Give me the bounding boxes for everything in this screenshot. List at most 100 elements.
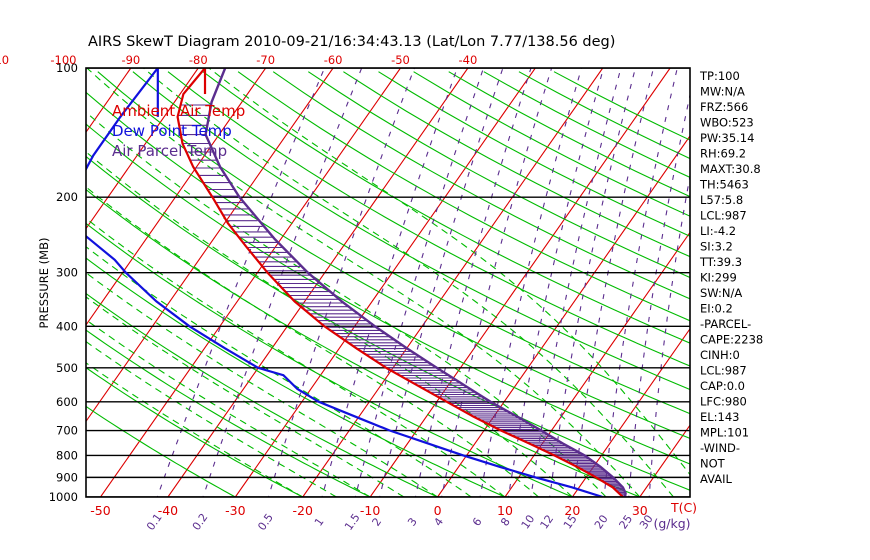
- bottom-temp-tick: 30: [632, 503, 648, 518]
- temperature-axis-label: T(C): [670, 500, 697, 515]
- moist-adiabat-line: [86, 362, 303, 497]
- plot-frame: [85, 67, 691, 498]
- legend-item-1: Ambient Air Temp: [112, 102, 245, 120]
- index-lcl: LCL:987: [700, 209, 747, 223]
- dry-adiabat-line: [343, 71, 690, 258]
- index-pw: PW:35.14: [700, 131, 754, 145]
- moist-adiabat-line: [143, 68, 674, 497]
- mixing-ratio-line: [414, 68, 532, 497]
- top-temp-tick: -90: [121, 53, 140, 67]
- index-el: EL:143: [700, 410, 740, 424]
- plot-grid-layer: [0, 68, 690, 497]
- bottom-temp-tick: -10: [360, 503, 380, 518]
- index-ei: EI:0.2: [700, 302, 733, 316]
- index-l57: L57:5.8: [700, 193, 743, 207]
- top-temp-tick: -50: [391, 53, 410, 67]
- mixing-ratio-line: [507, 68, 605, 497]
- dry-adiabat-line: [86, 257, 507, 497]
- mixing-ratio-line: [603, 68, 678, 497]
- index-tp: TP:100: [699, 69, 740, 83]
- index-cape: CAPE:2238: [700, 333, 763, 347]
- isotherm-line: [86, 68, 199, 230]
- mixing-ratio-tick: 3: [405, 515, 420, 528]
- moist-adiabat-line: [86, 296, 405, 497]
- index-th: TH:5463: [699, 178, 749, 192]
- top-temp-tick: -110: [0, 53, 9, 67]
- mixing-ratio-line: [628, 92, 690, 497]
- mixing-ratio-line: [648, 172, 690, 497]
- pressure-tick: 200: [56, 190, 78, 204]
- mixing-ratio-line: [572, 68, 655, 497]
- pressure-axis-label: PRESSURE (MB): [37, 238, 51, 329]
- index-hdr_wind: -WIND-: [700, 441, 740, 455]
- index-si: SI:3.2: [700, 240, 733, 254]
- mixing-ratio-line: [379, 68, 504, 497]
- dry-adiabat-line: [132, 71, 690, 391]
- bottom-temp-tick: -40: [158, 503, 178, 518]
- pressure-tick: 500: [56, 361, 78, 375]
- isotherm-line: [86, 68, 267, 326]
- index-lcl2: LCL:987: [700, 364, 747, 378]
- moist-adiabat-line: [86, 319, 371, 497]
- isotherm-line: [571, 327, 690, 497]
- isotherm-line: [0, 68, 63, 497]
- mixing-ratio-line: [156, 68, 326, 497]
- bottom-temp-tick: 20: [564, 503, 580, 518]
- dry-adiabat-line: [272, 71, 690, 300]
- pressure-tick: 1000: [49, 490, 78, 504]
- index-avail: AVAIL: [700, 472, 733, 486]
- isotherm-line: [369, 68, 671, 497]
- index-ki: KI:299: [700, 271, 737, 285]
- mixing-ratio-tick: 12: [538, 512, 557, 531]
- mixing-ratio-tick: 20: [592, 513, 611, 532]
- pressure-tick: 400: [56, 319, 78, 333]
- top-temp-tick: -70: [256, 53, 275, 67]
- mixing-ratio-tick: 0.5: [255, 511, 276, 533]
- moist-adiabat-line: [208, 68, 690, 476]
- pressure-tick: 700: [56, 424, 78, 438]
- parcel-temp-curve: [204, 68, 627, 497]
- index-li: LI:-4.2: [700, 224, 736, 238]
- chart-title: AIRS SkewT Diagram 2010-09-21/16:34:43.1…: [88, 34, 615, 50]
- moist-adiabat-line: [86, 340, 337, 497]
- index-sw: SW:N/A: [700, 286, 742, 300]
- dry-adiabat-line: [86, 91, 690, 440]
- ambient-temp-curve: [176, 68, 624, 497]
- mixing-ratio-tick: 6: [470, 515, 485, 528]
- index-cap: CAP:0.0: [700, 379, 745, 393]
- dry-adiabat-line: [86, 222, 574, 497]
- isotherm-line: [100, 68, 401, 497]
- index-frz: FRZ:566: [700, 100, 748, 114]
- top-temp-tick: -80: [189, 53, 208, 67]
- index-not: NOT: [700, 457, 726, 471]
- mixing-ratio-tick: 1: [312, 515, 327, 528]
- index-mw: MW:N/A: [700, 85, 745, 99]
- dry-adiabat-line: [97, 71, 690, 415]
- isotherm-line: [302, 68, 604, 497]
- moist-adiabat-line: [86, 217, 506, 497]
- dry-adiabat-line: [167, 71, 690, 367]
- moist-adiabat-line: [86, 68, 641, 497]
- mixing-ratio-tick: 10: [519, 512, 538, 531]
- mixing-ratio-tick: 0.2: [190, 511, 211, 533]
- top-temp-tick: -40: [459, 53, 478, 67]
- mixing-ratio-line: [441, 68, 553, 497]
- legend-item-2: Dew Point Temp: [112, 122, 232, 140]
- index-hdr_parcel: -PARCEL-: [700, 317, 751, 331]
- index-rh: RH:69.2: [700, 147, 746, 161]
- index-cinh: CINH:0: [700, 348, 740, 362]
- index-lfc: LFC:980: [700, 395, 747, 409]
- pressure-tick: 800: [56, 448, 78, 462]
- top-temp-tick: -100: [50, 53, 76, 67]
- dry-adiabat-line: [86, 292, 439, 497]
- isotherm-line: [86, 68, 334, 423]
- legend-item-3: Air Parcel Temp: [112, 142, 227, 160]
- bottom-temp-tick: -50: [90, 503, 110, 518]
- pressure-tick: 300: [56, 266, 78, 280]
- mixing-ratio-line: [549, 68, 636, 497]
- pressure-tick: 600: [56, 395, 78, 409]
- dry-adiabat-line: [86, 188, 642, 497]
- bottom-temp-tick: -20: [293, 503, 313, 518]
